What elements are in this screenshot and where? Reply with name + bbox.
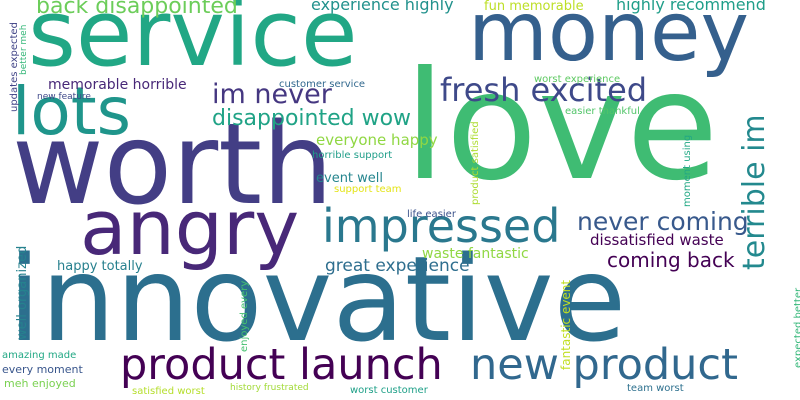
word: moment using (682, 134, 694, 207)
word: innovative (8, 229, 627, 368)
word: event well (316, 170, 384, 186)
word: customer service (279, 79, 366, 91)
word: coming back (607, 248, 735, 273)
word: product satisfied (470, 121, 482, 205)
word: enjoyed every (239, 280, 251, 352)
word: fresh excited (440, 70, 648, 109)
word: impressed (322, 199, 561, 254)
word: service (28, 0, 358, 87)
word: waste fantastic (422, 246, 529, 263)
word: every moment (2, 362, 83, 376)
word: support team (334, 184, 402, 196)
word: highly recommend (616, 0, 766, 14)
word: dissatisfied waste (590, 231, 724, 250)
word: lots (12, 73, 131, 151)
word: love (404, 39, 719, 214)
word: new product (470, 339, 738, 390)
word: team worst (627, 383, 684, 395)
word: fantastic event (558, 279, 573, 370)
word: product launch (120, 339, 443, 390)
word: im never (212, 78, 332, 110)
word: great experience (325, 255, 470, 276)
word: life easier (407, 209, 456, 221)
word: new feature (37, 92, 91, 103)
word: easier thankful (565, 106, 640, 118)
word: disappointed wow (212, 105, 412, 131)
word: worst experience (534, 74, 621, 86)
word: history frustrated (230, 383, 309, 394)
word: worst customer (350, 385, 428, 397)
word: back disappointed (36, 0, 238, 19)
word: happy totally (57, 258, 143, 274)
word: memorable horrible (48, 77, 187, 94)
word: better meh (19, 24, 30, 75)
word: experience highly (311, 0, 454, 14)
word: terrible im (737, 114, 773, 270)
word: money (468, 0, 749, 81)
word: amazing made (2, 350, 77, 362)
word: angry (80, 182, 300, 272)
word: never coming (577, 207, 749, 237)
word: satisfied worst (132, 386, 205, 398)
word: well organized (14, 245, 30, 340)
word: horrible support (312, 150, 393, 162)
word: fun memorable (484, 0, 584, 14)
word: worth (12, 99, 334, 230)
word: expected better (793, 287, 800, 368)
word: meh enjoyed (4, 376, 76, 390)
word: everyone happy (316, 131, 438, 150)
